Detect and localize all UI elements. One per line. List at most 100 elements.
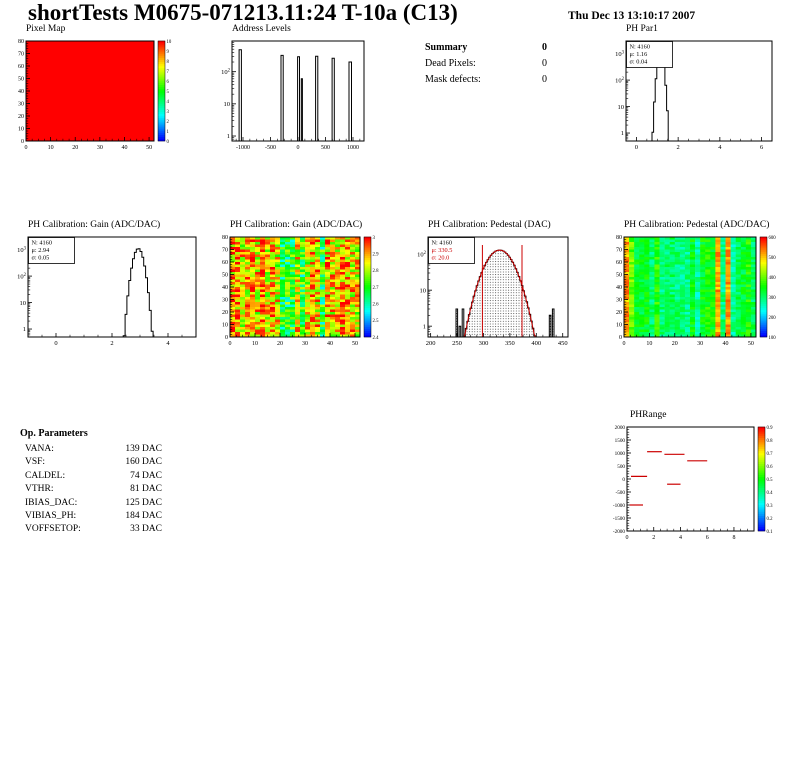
mask-defects-label: Mask defects: — [425, 74, 481, 85]
svg-text:20: 20 — [616, 310, 622, 316]
page-title: shortTests M0675-071213.11:24 T-10a (C13… — [28, 0, 458, 25]
dead-pixels-value: 0 — [542, 58, 547, 69]
svg-text:103: 103 — [17, 246, 27, 254]
svg-text:40: 40 — [616, 285, 622, 291]
svg-text:40: 40 — [18, 89, 24, 95]
svg-text:0.8: 0.8 — [767, 439, 774, 444]
svg-text:40: 40 — [121, 145, 127, 151]
chart-title-gain-map: PH Calibration: Gain (ADC/DAC) — [230, 220, 363, 230]
svg-text:0.9: 0.9 — [767, 426, 774, 431]
svg-text:0: 0 — [25, 145, 28, 151]
svg-text:0: 0 — [297, 145, 300, 151]
svg-text:100: 100 — [769, 336, 777, 341]
chart-title-pedestal-histogram: PH Calibration: Pedestal (DAC) — [428, 220, 551, 230]
svg-text:-1000: -1000 — [613, 503, 626, 509]
svg-text:80: 80 — [18, 39, 24, 45]
svg-text:70: 70 — [616, 248, 622, 254]
svg-text:103: 103 — [615, 50, 625, 58]
chart-title-pixel-map: Pixel Map — [26, 24, 66, 34]
chart-title-address-levels: Address Levels — [232, 24, 291, 34]
svg-text:10: 10 — [224, 101, 231, 108]
svg-text:0.4: 0.4 — [767, 491, 774, 496]
svg-text:4: 4 — [679, 535, 682, 541]
svg-text:3: 3 — [373, 236, 376, 241]
svg-text:2000: 2000 — [615, 425, 626, 431]
svg-text:2.7: 2.7 — [373, 286, 380, 291]
svg-text:σ: 0.04: σ: 0.04 — [630, 59, 649, 66]
svg-text:60: 60 — [222, 260, 228, 266]
svg-text:60: 60 — [18, 64, 24, 70]
svg-text:30: 30 — [97, 145, 103, 151]
chart-title-pedestal-map: PH Calibration: Pedestal (ADC/DAC) — [624, 220, 770, 230]
svg-text:-1500: -1500 — [613, 516, 626, 522]
svg-text:1: 1 — [167, 130, 170, 135]
svg-text:σ: 20.0: σ: 20.0 — [432, 255, 450, 262]
svg-text:3: 3 — [167, 110, 170, 115]
svg-text:-1000: -1000 — [236, 145, 250, 151]
svg-text:600: 600 — [769, 236, 777, 241]
svg-text:μ: 2.94: μ: 2.94 — [32, 247, 51, 254]
op-param-value: 81 DAC — [130, 484, 162, 495]
svg-text:500: 500 — [321, 145, 330, 151]
svg-text:0: 0 — [619, 335, 622, 341]
svg-text:500: 500 — [617, 464, 625, 470]
summary-value: 0 — [542, 42, 547, 53]
svg-text:80: 80 — [616, 235, 622, 241]
svg-text:4: 4 — [167, 100, 170, 105]
svg-text:2: 2 — [110, 340, 113, 347]
svg-text:N: 4160: N: 4160 — [32, 240, 52, 247]
svg-text:10: 10 — [167, 40, 172, 45]
svg-text:1: 1 — [423, 323, 426, 330]
svg-text:300: 300 — [479, 340, 489, 347]
panel-ph-par1: PH Par1 0 2 4 6 1 10 102 103 N: 4160 μ: 1.16 σ: 0.… — [610, 24, 792, 170]
svg-text:10: 10 — [20, 300, 27, 307]
svg-text:50: 50 — [616, 273, 622, 279]
panel-gain-histogram: PH Calibration: Gain (ADC/DAC) 0 2 4 1 10 102… — [8, 220, 214, 366]
op-param-value: 74 DAC — [130, 470, 162, 481]
svg-text:450: 450 — [558, 340, 568, 347]
svg-text:9: 9 — [167, 50, 170, 55]
svg-text:500: 500 — [769, 256, 777, 261]
svg-text:200: 200 — [769, 316, 777, 321]
svg-text:50: 50 — [18, 77, 24, 83]
svg-text:-2000: -2000 — [613, 529, 626, 535]
gain-map-chart: 0 10 20 30 40 50 0 10 20 30 40 50 60 70 80 3 2.9 2.8 2.7 2.… — [222, 235, 380, 347]
svg-text:8: 8 — [732, 535, 735, 541]
op-parameters-title: Op. Parameters — [20, 428, 88, 439]
timestamp: Thu Dec 13 13:10:17 2007 — [568, 10, 696, 22]
summary-block: Summary 0 Dead Pixels: 0 Mask defects: 0 — [425, 42, 547, 98]
svg-text:50: 50 — [748, 341, 754, 347]
svg-text:1: 1 — [227, 133, 230, 140]
svg-text:20: 20 — [672, 341, 678, 347]
svg-text:0: 0 — [54, 340, 57, 347]
summary-header-row: Summary 0 — [425, 42, 547, 58]
op-param-name: VTHR: — [25, 484, 54, 495]
svg-text:6: 6 — [167, 80, 170, 85]
op-param-row: CALDEL: 74 DAC — [20, 471, 162, 484]
svg-text:60: 60 — [616, 260, 622, 266]
chart-title-ph-par1: PH Par1 — [626, 24, 658, 34]
svg-text:0: 0 — [21, 139, 24, 145]
op-param-name: VIBIAS_PH: — [25, 510, 77, 521]
svg-text:0: 0 — [623, 341, 626, 347]
op-param-name: VOFFSETOP: — [25, 524, 81, 535]
svg-text:6: 6 — [760, 144, 764, 151]
svg-text:0.2: 0.2 — [767, 517, 774, 522]
svg-text:2.5: 2.5 — [373, 319, 380, 324]
svg-text:30: 30 — [222, 298, 228, 304]
op-parameters-block: Op. Parameters VANA: 139 DAC VSF: 160 DAC CA… — [20, 428, 162, 544]
op-param-name: VSF: — [25, 457, 46, 468]
svg-text:70: 70 — [222, 248, 228, 254]
summary-row-mask-defects: Mask defects: 0 — [425, 74, 547, 90]
svg-text:20: 20 — [222, 310, 228, 316]
svg-text:30: 30 — [697, 341, 703, 347]
svg-text:200: 200 — [426, 340, 436, 347]
svg-text:10: 10 — [48, 145, 54, 151]
svg-text:7: 7 — [167, 70, 170, 75]
op-param-name: CALDEL: — [25, 470, 66, 481]
